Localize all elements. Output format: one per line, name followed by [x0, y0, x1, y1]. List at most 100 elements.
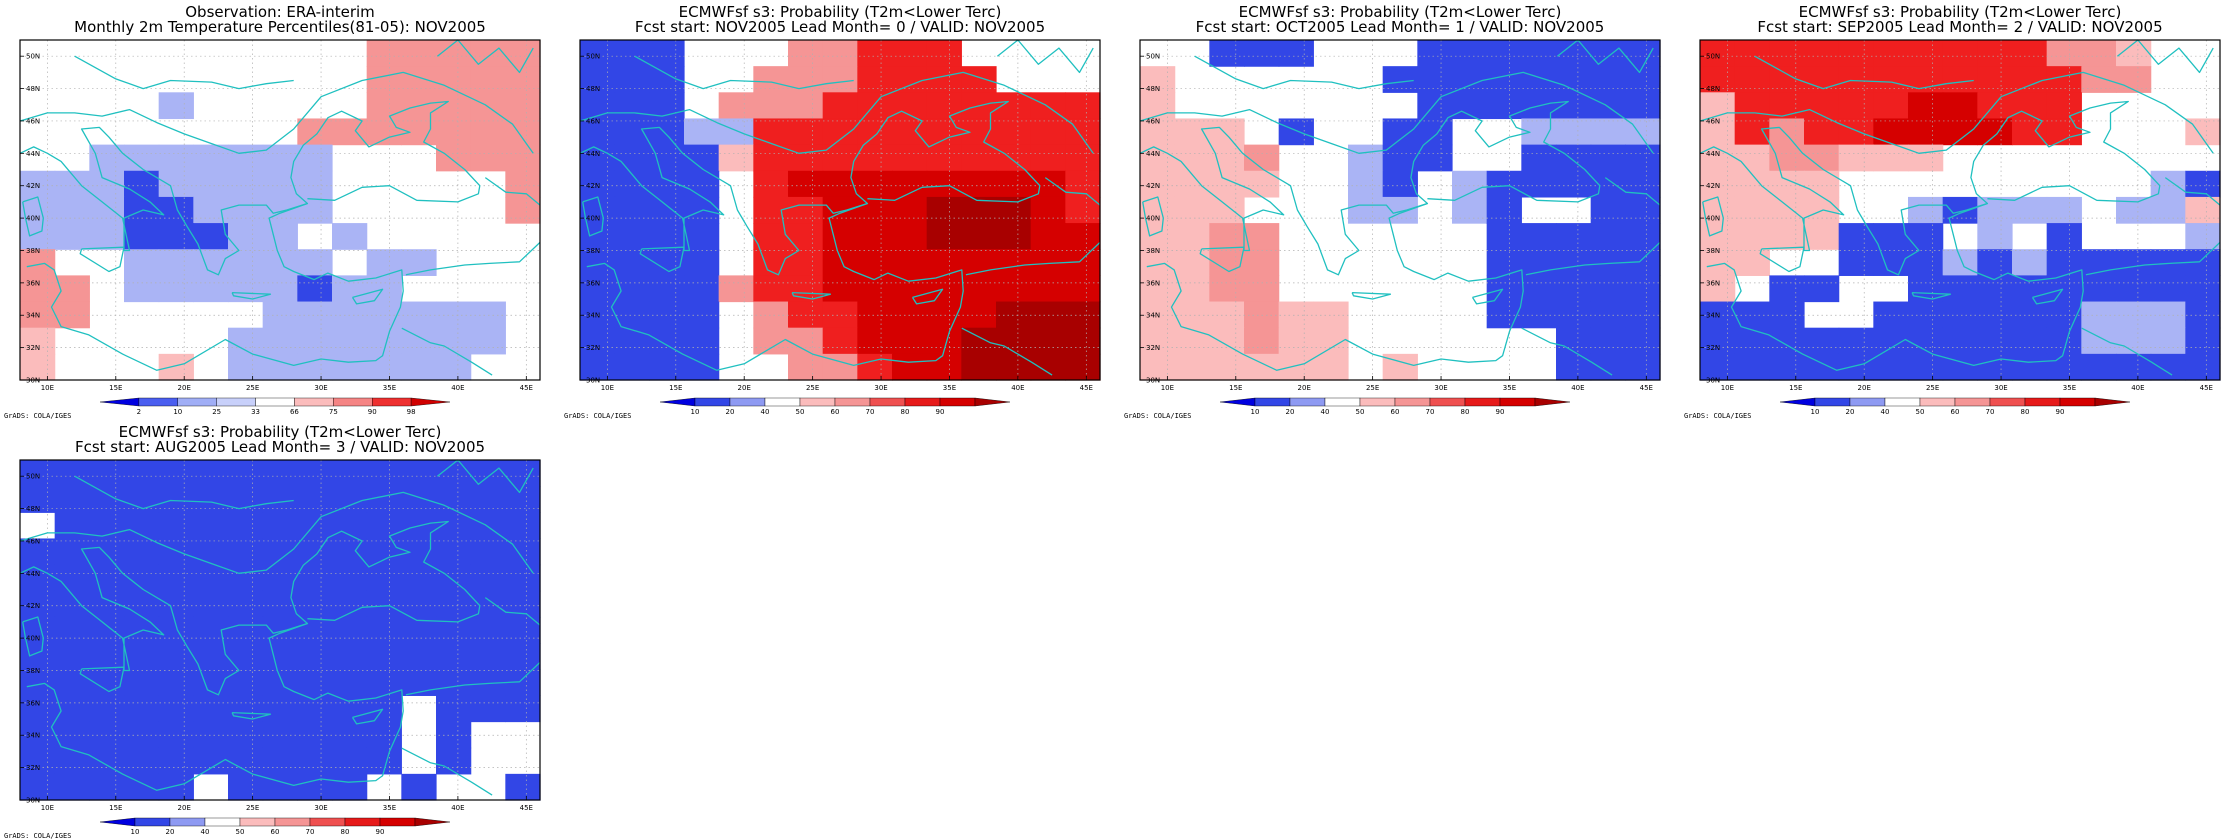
shaded-cell: [1700, 40, 1736, 67]
shaded-cell: [1030, 353, 1066, 381]
shaded-cell: [1734, 223, 1770, 250]
lon-tick-label: 20E: [1858, 384, 1871, 392]
shaded-cell: [753, 275, 789, 303]
shaded-cell: [649, 327, 685, 355]
shaded-cell: [1977, 249, 2013, 276]
shaded-cell: [1769, 327, 1805, 355]
shaded-cell: [262, 669, 298, 696]
shaded-cell: [366, 616, 402, 644]
shaded-cell: [158, 92, 194, 120]
lon-tick-label: 40E: [2131, 384, 2144, 392]
colorbar-label: 20: [1286, 408, 1295, 416]
shaded-cell: [822, 118, 858, 146]
shaded-cell: [332, 223, 368, 250]
shaded-cell: [1278, 118, 1314, 146]
shaded-cell: [20, 249, 56, 276]
shaded-cell: [366, 590, 402, 618]
map-panel-lead-0: ECMWFsf s3: Probability (T2m<Lower Terc)…: [560, 0, 1120, 420]
colorbar-end-cap: [1779, 397, 1816, 407]
lat-tick-label: 38N: [26, 247, 40, 255]
coastline: [1351, 291, 1392, 300]
shaded-cell: [961, 327, 997, 355]
lat-tick-label: 34N: [26, 312, 40, 320]
colorbar-segment: [204, 817, 241, 827]
shaded-cell: [892, 327, 928, 355]
shaded-cell: [788, 40, 824, 67]
lat-tick-label: 46N: [26, 537, 40, 545]
shaded-cell: [1382, 170, 1418, 198]
shaded-cell: [262, 643, 298, 670]
shaded-cell: [262, 196, 298, 224]
colorbar-end-cap: [2094, 397, 2131, 407]
coastline: [579, 71, 1094, 154]
shaded-cell: [297, 196, 333, 224]
shaded-cell: [892, 223, 928, 250]
shaded-cell: [297, 144, 333, 172]
coastline: [22, 196, 44, 237]
colorbar-label: 90: [2056, 408, 2065, 416]
shaded-cell: [649, 40, 685, 67]
shaded-cell: [54, 669, 90, 696]
coastline: [1699, 100, 2161, 276]
shaded-cell: [1030, 275, 1066, 303]
coastline: [639, 246, 685, 273]
shaded-cell: [1486, 66, 1522, 93]
shaded-cell: [580, 249, 616, 276]
map-panel-lead-2: ECMWFsf s3: Probability (T2m<Lower Terc)…: [1680, 0, 2240, 420]
lon-tick-label: 10E: [601, 384, 614, 392]
shaded-cell: [1804, 144, 1840, 172]
shaded-cell: [1521, 118, 1557, 146]
shaded-cell: [297, 643, 333, 670]
coastline: [231, 291, 272, 300]
shaded-cell: [193, 564, 229, 592]
shaded-cell: [1556, 170, 1592, 198]
shaded-cell: [2012, 40, 2048, 67]
shaded-cell: [228, 590, 264, 618]
lon-tick-label: 45E: [520, 384, 533, 392]
shaded-cell: [1521, 223, 1557, 250]
shaded-cell: [297, 512, 333, 540]
panel-title: ECMWFsf s3: Probability (T2m<Lower Terc): [118, 423, 442, 441]
shaded-cell: [401, 327, 437, 355]
shaded-cell: [366, 512, 402, 540]
lat-tick-label: 30N: [26, 377, 40, 385]
shaded-cell: [54, 196, 90, 224]
shaded-cell: [54, 223, 90, 250]
shaded-cell: [20, 669, 56, 696]
shaded-cell: [505, 512, 541, 540]
shaded-cell: [1278, 40, 1314, 67]
panel-title: Observation: ERA-interim: [185, 3, 375, 21]
shaded-cell: [54, 643, 90, 670]
shaded-cell: [470, 144, 506, 172]
map-panel-lead-3: ECMWFsf s3: Probability (T2m<Lower Terc)…: [0, 420, 560, 840]
lon-tick-label: 10E: [1721, 384, 1734, 392]
panel-subtitle: Fcst start: OCT2005 Lead Month= 1 / VALI…: [1195, 18, 1605, 36]
colorbar-segment: [177, 397, 217, 407]
shaded-cell: [2081, 66, 2117, 93]
shaded-cell: [124, 460, 160, 487]
shaded-cell: [961, 66, 997, 93]
shaded-cell: [718, 275, 754, 303]
shaded-cell: [1452, 196, 1488, 224]
shaded-cell: [470, 616, 506, 644]
coastline: [401, 327, 493, 376]
lon-tick-label: 15E: [1229, 384, 1242, 392]
lon-tick-label: 30E: [314, 804, 327, 812]
shaded-cell: [857, 249, 893, 276]
shaded-cell: [1734, 249, 1770, 276]
shaded-cell: [366, 721, 402, 749]
shaded-cell: [1908, 196, 1944, 224]
colorbar-segment: [379, 817, 416, 827]
shaded-cell: [788, 144, 824, 172]
lat-tick-label: 38N: [586, 247, 600, 255]
shaded-cell: [822, 249, 858, 276]
colorbar-label: 98: [407, 408, 416, 416]
shaded-cell: [505, 695, 541, 723]
lat-tick-label: 42N: [26, 182, 40, 190]
grads-credit: GrADS: COLA/IGES: [1684, 412, 1752, 420]
colorbar-end-cap: [659, 397, 696, 407]
shaded-cell: [470, 695, 506, 723]
shaded-cell: [822, 327, 858, 355]
lat-tick-label: 36N: [1706, 279, 1720, 287]
